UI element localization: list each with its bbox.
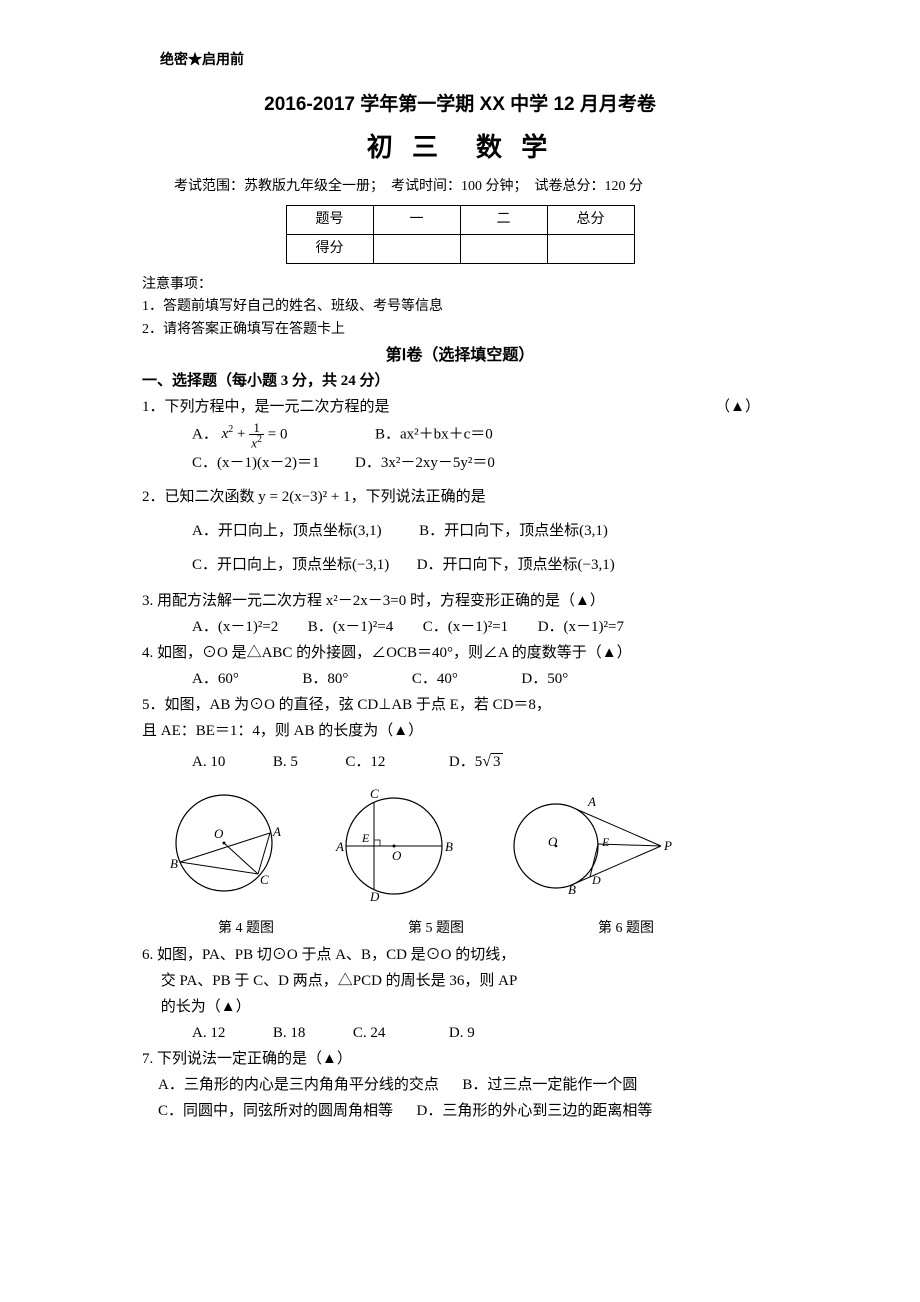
circle-chord-diagram: A B C D E O <box>326 788 466 908</box>
q6-optC: C. 24 <box>353 1025 386 1041</box>
circle-triangle-diagram: O A B C <box>166 788 286 903</box>
q2-options: A．开口向上，顶点坐标(3,1) B．开口向下，顶点坐标(3,1) C．开口向上… <box>192 519 760 577</box>
svg-text:D: D <box>369 889 380 904</box>
q2-optB: B．开口向下，顶点坐标(3,1) <box>419 523 608 539</box>
top-secret-label: 绝密★启用前 <box>160 50 760 72</box>
svg-text:A: A <box>587 794 596 809</box>
q6-optD: D. 9 <box>449 1025 475 1041</box>
q6-line1: 6. 如图，PA、PB 切⊙O 于点 A、B，CD 是⊙O 的切线， <box>142 943 760 967</box>
table-row: 题号 一 二 总分 <box>286 205 634 234</box>
q6-line2: 交 PA、PB 于 C、D 两点，△PCD 的周长是 36，则 AP <box>142 969 760 993</box>
th-2: 二 <box>460 205 547 234</box>
notice-item-1: 1．答题前填写好自己的姓名、班级、考号等信息 <box>142 296 760 318</box>
figures-row: O A B C A B C D E O O A <box>166 788 760 916</box>
svg-text:E: E <box>361 831 370 845</box>
svg-text:A: A <box>272 824 281 839</box>
q1-options: A． x2 + 1x2 = 0 B．ax²＋bx＋c＝0 C．(x－1)(x－2… <box>192 421 760 475</box>
th-total: 总分 <box>547 205 634 234</box>
q1-optC: C．(x－1)(x－2)＝1 <box>192 455 320 471</box>
svg-text:B: B <box>445 839 453 854</box>
exam-title-line1: 2016-2017 学年第一学期 XX 中学 12 月月考卷 <box>160 90 760 120</box>
q5-optA: A. 10 <box>192 754 225 770</box>
q7-options: A．三角形的内心是三内角角平分线的交点 B．过三点一定能作一个圆 C．同圆中，同… <box>158 1073 760 1123</box>
svg-text:O: O <box>548 834 558 849</box>
q6-line3: 的长为（▲） <box>142 995 760 1019</box>
q6-optB: B. 18 <box>273 1025 306 1041</box>
q4-optD: D．50° <box>521 671 568 687</box>
q7-optA: A．三角形的内心是三内角角平分线的交点 <box>158 1077 439 1093</box>
q7-optD: D．三角形的外心到三边的距离相等 <box>417 1103 653 1119</box>
q4-optB: B．80° <box>302 671 348 687</box>
q3-optC: C．(x－1)²=1 <box>423 619 508 635</box>
figure-captions: 第 4 题图 第 5 题图 第 6 题图 <box>186 918 760 940</box>
q3-optA: A．(x－1)²=2 <box>192 619 278 635</box>
q4-stem: 4. 如图，⊙O 是△ABC 的外接圆，∠OCB＝40°，则∠A 的度数等于（▲… <box>142 641 760 665</box>
q1-blank: （▲） <box>715 395 760 419</box>
q5-stem2: 且 AE：BE＝1：4，则 AB 的长度为（▲） <box>142 719 760 743</box>
q4-optA: A．60° <box>192 671 239 687</box>
q3-options: A．(x－1)²=2 B．(x－1)²=4 C．(x－1)²=1 D．(x－1)… <box>192 615 760 639</box>
svg-text:C: C <box>260 872 269 887</box>
td-blank <box>373 234 460 263</box>
q7-optB: B．过三点一定能作一个圆 <box>462 1077 637 1093</box>
q4-optC: C．40° <box>412 671 458 687</box>
q7-optC: C．同圆中，同弦所对的圆周角相等 <box>158 1103 393 1119</box>
svg-text:P: P <box>663 838 672 853</box>
figure-q6: O A B E D P <box>506 788 676 916</box>
svg-text:E: E <box>601 835 610 849</box>
q1-optB: B．ax²＋bx＋c＝0 <box>375 426 493 442</box>
svg-text:D: D <box>591 873 601 887</box>
figure-q4: O A B C <box>166 788 286 916</box>
score-table: 题号 一 二 总分 得分 <box>286 205 635 264</box>
q5-stem1: 5．如图，AB 为⊙O 的直径，弦 CD⊥AB 于点 E，若 CD＝8， <box>142 693 760 717</box>
q6-optA: A. 12 <box>192 1025 225 1041</box>
circle-tangent-diagram: O A B E D P <box>506 788 676 906</box>
q3-stem: 3. 用配方法解一元二次方程 x²－2x－3=0 时，方程变形正确的是（▲） <box>142 589 760 613</box>
q1: 1．下列方程中，是一元二次方程的是 （▲） <box>142 395 760 419</box>
q6-options: A. 12 B. 18 C. 24 D. 9 <box>192 1021 760 1045</box>
q5-optD-root: 3 <box>491 753 503 770</box>
q2-optD: D．开口向下，顶点坐标(−3,1) <box>417 557 615 573</box>
svg-text:O: O <box>214 826 224 841</box>
q5-options: A. 10 B. 5 C．12 D．5√3 <box>192 749 760 775</box>
q4-options: A．60° B．80° C．40° D．50° <box>192 667 760 691</box>
q1-optA-label: A． <box>192 426 218 442</box>
q5-optD-pre: D．5 <box>449 754 482 770</box>
th-1: 一 <box>373 205 460 234</box>
section-1-subtitle: 一、选择题（每小题 3 分，共 24 分） <box>142 369 760 393</box>
q3-optD: D．(x－1)²=7 <box>538 619 624 635</box>
td-blank <box>460 234 547 263</box>
q1-optA-expr: x2 + 1x2 <box>222 426 264 442</box>
q2-optA: A．开口向上，顶点坐标(3,1) <box>192 523 382 539</box>
q5-optB: B. 5 <box>273 754 298 770</box>
caption-q4: 第 4 题图 <box>186 918 306 940</box>
caption-q6: 第 6 题图 <box>566 918 686 940</box>
table-row: 得分 <box>286 234 634 263</box>
td-blank <box>547 234 634 263</box>
sqrt-icon: √3 <box>482 749 502 775</box>
exam-title-line2: 初 三 数 学 <box>160 127 760 169</box>
figure-q5: A B C D E O <box>326 788 466 916</box>
notice-item-2: 2．请将答案正确填写在答题卡上 <box>142 319 760 341</box>
td-score-label: 得分 <box>286 234 373 263</box>
svg-text:O: O <box>392 848 402 863</box>
svg-text:A: A <box>335 839 344 854</box>
q1-stem: 1．下列方程中，是一元二次方程的是 <box>142 395 390 419</box>
exam-meta: 考试范围：苏教版九年级全一册； 考试时间：100 分钟； 试卷总分：120 分 <box>174 176 760 198</box>
svg-text:C: C <box>370 788 379 801</box>
q2-stem: 2．已知二次函数 y = 2(x−3)² + 1，下列说法正确的是 <box>142 485 760 509</box>
section-1-title: 第Ⅰ卷（选择填空题） <box>160 343 760 369</box>
caption-q5: 第 5 题图 <box>376 918 496 940</box>
q1-optD: D．3x²－2xy－5y²＝0 <box>355 455 495 471</box>
q7-stem: 7. 下列说法一定正确的是（▲） <box>142 1047 760 1071</box>
svg-text:B: B <box>568 882 576 897</box>
th-num: 题号 <box>286 205 373 234</box>
q1-optA-post: = 0 <box>268 426 288 442</box>
q2-optC: C．开口向上，顶点坐标(−3,1) <box>192 557 389 573</box>
q5-optC: C．12 <box>345 754 385 770</box>
svg-text:B: B <box>170 856 178 871</box>
notice-title: 注意事项： <box>142 274 760 296</box>
q3-optB: B．(x－1)²=4 <box>308 619 393 635</box>
